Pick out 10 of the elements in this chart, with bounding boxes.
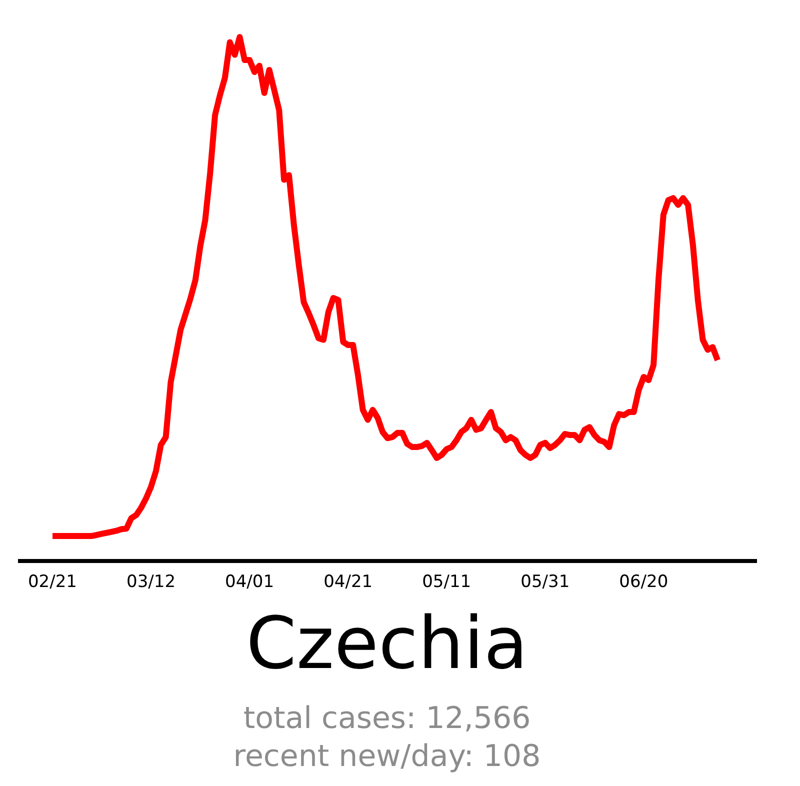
x-tick-label: 06/20 xyxy=(619,572,668,592)
x-tick-label: 05/11 xyxy=(422,572,472,592)
x-tick-label: 03/12 xyxy=(126,572,176,592)
x-tick-label: 05/31 xyxy=(520,572,570,592)
text: total cases: 12,566 xyxy=(243,701,531,736)
text: recent new/day: 108 xyxy=(233,739,541,774)
text: Czechia xyxy=(246,601,528,685)
x-tick-label: 04/21 xyxy=(324,572,373,592)
x-tick-label: 04/01 xyxy=(225,572,274,592)
x-tick-label: 02/21 xyxy=(28,572,77,592)
